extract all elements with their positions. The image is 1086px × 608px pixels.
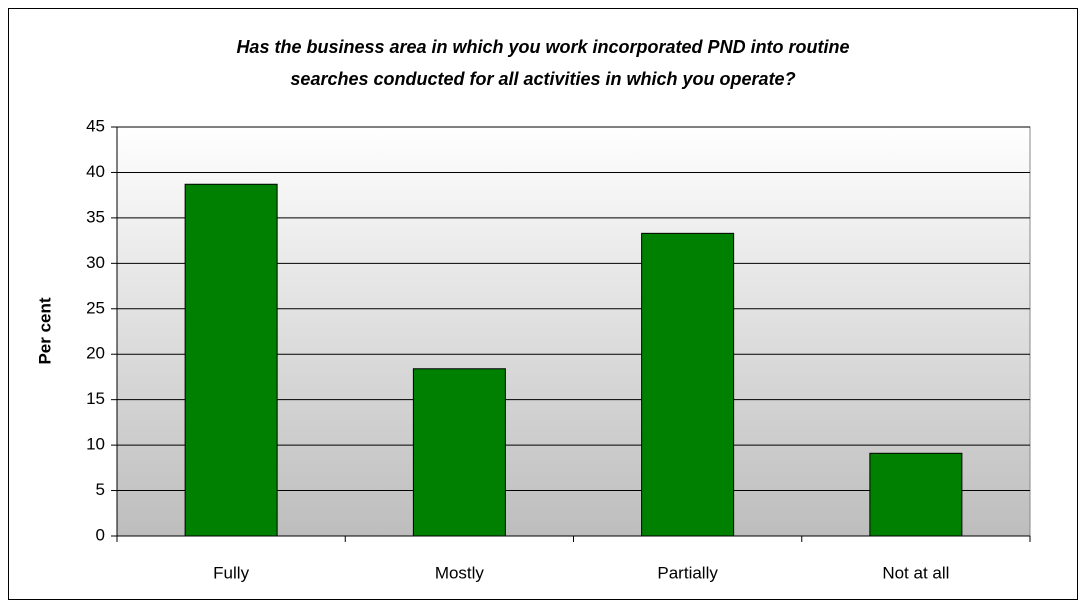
- x-tick-label: Not at all: [882, 563, 949, 582]
- chart-title: Has the business area in which you work …: [236, 37, 849, 57]
- x-tick-label: Mostly: [435, 563, 485, 582]
- y-tick-label: 40: [86, 162, 105, 181]
- y-tick-label: 20: [86, 344, 105, 363]
- y-tick-label: 5: [96, 480, 105, 499]
- y-tick-label: 15: [86, 389, 105, 408]
- y-tick-label: 45: [86, 116, 105, 135]
- y-tick-label: 35: [86, 207, 105, 226]
- bar: [412, 368, 506, 537]
- x-tick-label: Fully: [213, 563, 249, 582]
- chart-title: searches conducted for all activities in…: [290, 69, 795, 89]
- y-tick-label: 0: [96, 525, 105, 544]
- y-tick-label: 10: [86, 435, 105, 454]
- y-axis-label: Per cent: [35, 297, 54, 364]
- x-tick-label: Partially: [657, 563, 718, 582]
- y-tick-label: 30: [86, 253, 105, 272]
- bar: [869, 452, 963, 537]
- bar: [641, 232, 735, 537]
- y-tick-label: 25: [86, 298, 105, 317]
- bar: [184, 183, 278, 537]
